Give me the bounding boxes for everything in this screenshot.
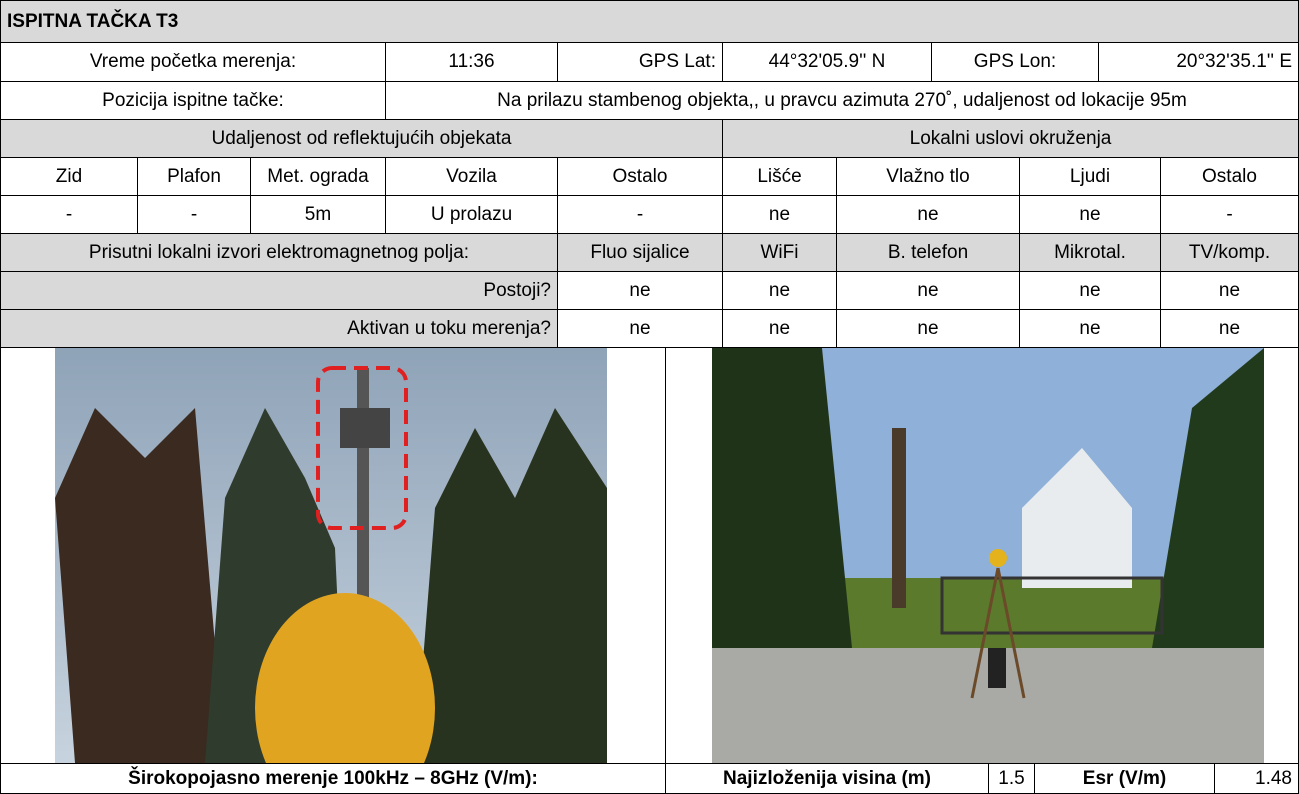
value: 44°32'05.9'' N bbox=[722, 42, 932, 82]
cell-value: ne bbox=[1019, 271, 1161, 310]
cell-value: ne bbox=[557, 271, 723, 310]
label: GPS Lat: bbox=[557, 42, 723, 82]
column-header: Ostalo bbox=[557, 157, 723, 196]
column-header: Zid bbox=[0, 157, 138, 196]
column-header: Met. ograda bbox=[250, 157, 386, 196]
label: Prisutni lokalni izvori elektromagnetnog… bbox=[0, 233, 558, 272]
row-label: Aktivan u toku merenja? bbox=[0, 309, 558, 348]
label: Širokopojasno merenje 100kHz – 8GHz (V/m… bbox=[0, 763, 666, 794]
section-header: Udaljenost od reflektujućih objekata bbox=[0, 119, 723, 158]
value: 20°32'35.1'' E bbox=[1098, 42, 1299, 82]
source-header: Mikrotal. bbox=[1019, 233, 1161, 272]
cell-value: - bbox=[0, 195, 138, 234]
cell-value: ne bbox=[557, 309, 723, 348]
source-header: TV/komp. bbox=[1160, 233, 1299, 272]
value: 1.48 bbox=[1214, 763, 1299, 794]
cell-value: - bbox=[1160, 195, 1299, 234]
cell-value: ne bbox=[836, 309, 1020, 348]
cell-value: - bbox=[557, 195, 723, 234]
label: Pozicija ispitne tačke: bbox=[0, 81, 386, 120]
photo-tower bbox=[55, 348, 607, 763]
source-header: WiFi bbox=[722, 233, 837, 272]
cell-value: ne bbox=[722, 195, 837, 234]
label: Vreme početka merenja: bbox=[0, 42, 386, 82]
cell-value: ne bbox=[1160, 309, 1299, 348]
column-header: Lišće bbox=[722, 157, 837, 196]
cell-value: ne bbox=[722, 309, 837, 348]
photo-house bbox=[712, 348, 1264, 763]
column-header: Plafon bbox=[137, 157, 251, 196]
cell-value: ne bbox=[1019, 309, 1161, 348]
section-header: Lokalni uslovi okruženja bbox=[722, 119, 1299, 158]
label: Najizloženija visina (m) bbox=[665, 763, 989, 794]
column-header: Vozila bbox=[385, 157, 558, 196]
value: Na prilazu stambenog objekta,, u pravcu … bbox=[385, 81, 1299, 120]
label: GPS Lon: bbox=[931, 42, 1099, 82]
cell-value: U prolazu bbox=[385, 195, 558, 234]
source-header: B. telefon bbox=[836, 233, 1020, 272]
title: ISPITNA TAČKA T3 bbox=[0, 0, 1299, 43]
label: Esr (V/m) bbox=[1034, 763, 1215, 794]
cell-value: ne bbox=[722, 271, 837, 310]
cell-value: ne bbox=[836, 271, 1020, 310]
cell-value: ne bbox=[836, 195, 1020, 234]
column-header: Ljudi bbox=[1019, 157, 1161, 196]
cell-value: 5m bbox=[250, 195, 386, 234]
value: 11:36 bbox=[385, 42, 558, 82]
value: 1.5 bbox=[988, 763, 1035, 794]
cell-value: ne bbox=[1160, 271, 1299, 310]
cell-value: - bbox=[137, 195, 251, 234]
cell-value: ne bbox=[1019, 195, 1161, 234]
column-header: Ostalo bbox=[1160, 157, 1299, 196]
column-header: Vlažno tlo bbox=[836, 157, 1020, 196]
source-header: Fluo sijalice bbox=[557, 233, 723, 272]
row-label: Postoji? bbox=[0, 271, 558, 310]
